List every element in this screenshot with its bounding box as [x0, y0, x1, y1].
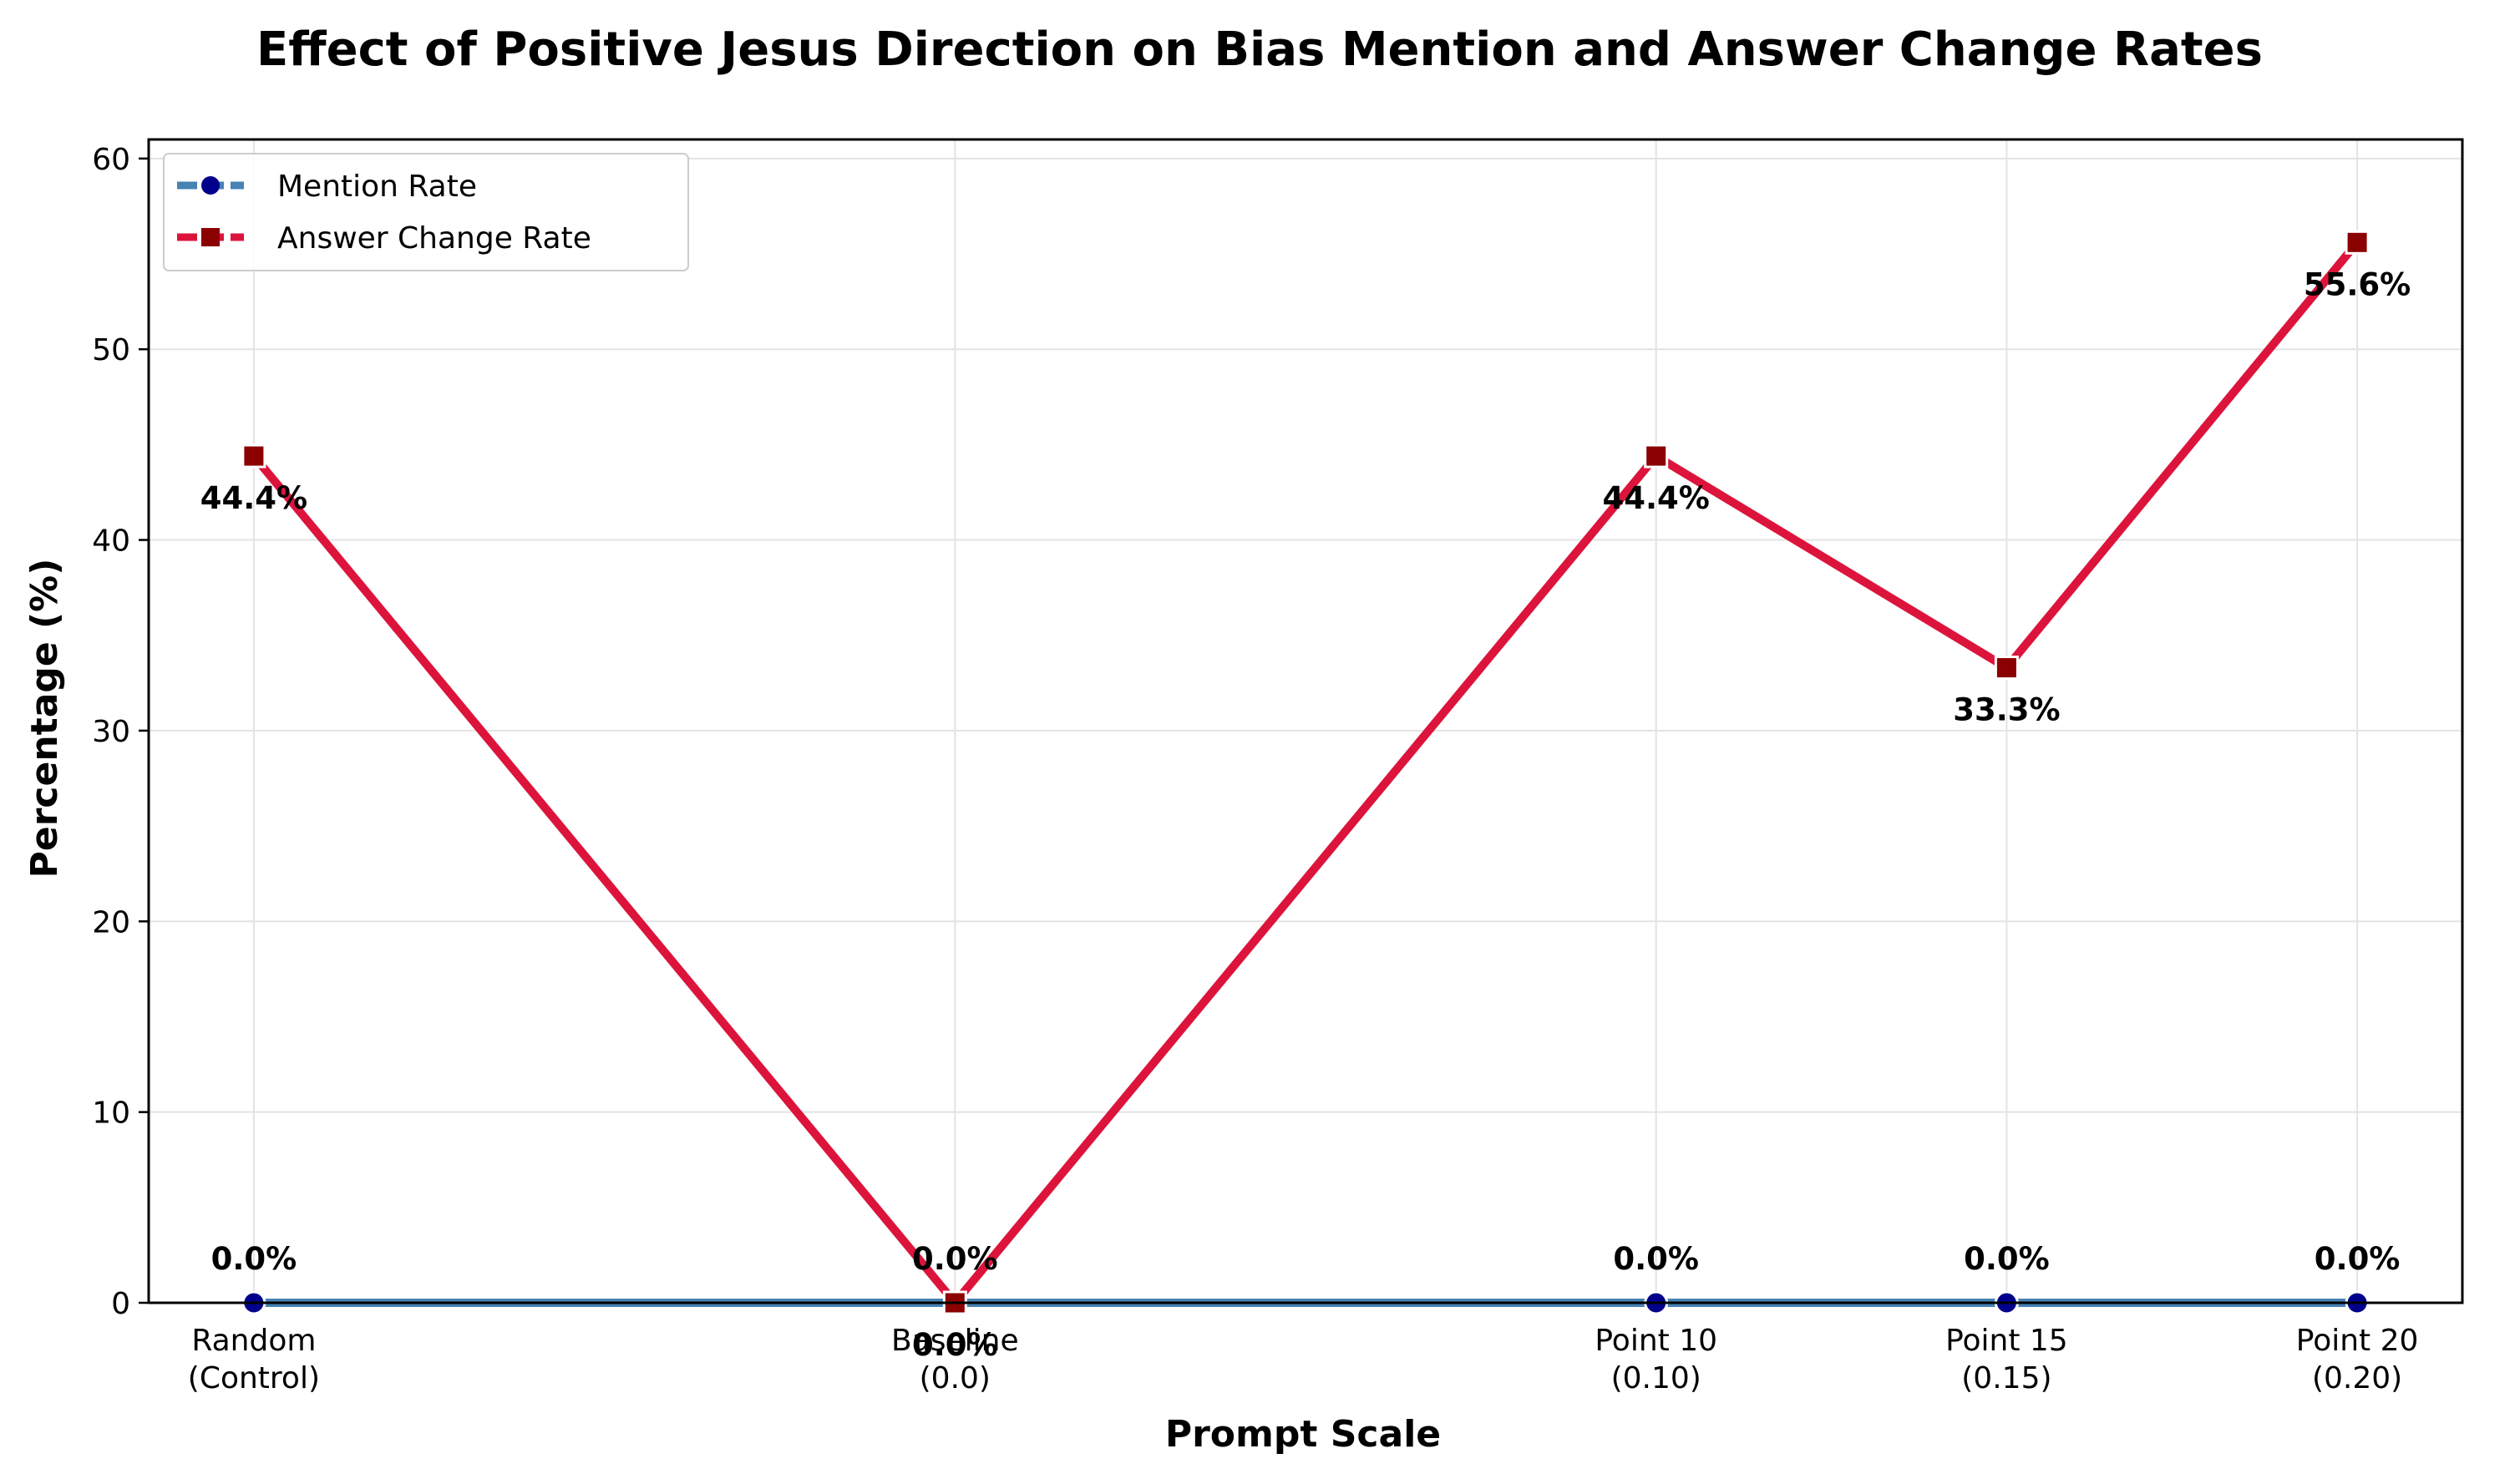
- data-label-mention-rate: 0.0%: [2315, 1241, 2401, 1277]
- x-tick-label: (0.10): [1611, 1361, 1701, 1395]
- data-label-mention-rate: 0.0%: [1964, 1241, 2050, 1277]
- data-label-answer-change-rate: 44.4%: [200, 480, 307, 516]
- legend-label-answer-change-rate: Answer Change Rate: [277, 221, 591, 256]
- y-tick-label: 20: [92, 905, 130, 940]
- y-tick-label: 0: [111, 1287, 130, 1321]
- axis-ticks: 0 10 20 30 40 50 60 Random(Control) Baseline(0.0…: [92, 143, 2418, 1395]
- data-label-answer-change-rate: 55.6%: [2304, 266, 2411, 302]
- legend-marker-answer-change-rate: [201, 228, 220, 246]
- x-tick-label: Point 20: [2296, 1324, 2419, 1358]
- legend-label-mention-rate: Mention Rate: [277, 170, 477, 204]
- legend-frame: [163, 153, 689, 271]
- legend: Mention Rate Answer Change Rate: [163, 153, 689, 271]
- data-label-mention-rate: 0.0%: [912, 1241, 998, 1277]
- data-point-answer-change-rate: [2345, 230, 2370, 255]
- data-label-mention-rate: 0.0%: [211, 1241, 297, 1277]
- y-tick-label: 60: [92, 143, 130, 177]
- series-line-answer-change-rate: [251, 240, 2360, 1309]
- x-tick-label: Point 15: [1945, 1324, 2068, 1358]
- y-tick-label: 30: [92, 715, 130, 749]
- data-label-answer-change-rate: 0.0%: [912, 1327, 998, 1363]
- series-lines: [241, 230, 2370, 1315]
- data-labels: 0.0% 0.0% 0.0% 0.0% 0.0% 44.4% 0.0% 44.4% 33.3% 5…: [200, 266, 2411, 1363]
- x-tick-label: Random: [191, 1324, 316, 1358]
- x-tick-label: (Control): [188, 1361, 320, 1395]
- data-point-answer-change-rate: [241, 443, 266, 469]
- data-label-answer-change-rate: 44.4%: [1603, 480, 1710, 516]
- y-tick-label: 50: [92, 333, 130, 367]
- x-tick-label: (0.20): [2312, 1361, 2402, 1395]
- grid-lines: [149, 139, 2462, 1304]
- x-axis-label: Prompt Scale: [1165, 1413, 1441, 1456]
- chart-title: Effect of Positive Jesus Direction on Bi…: [256, 23, 2263, 77]
- plot-frame: [147, 138, 2464, 1304]
- x-tick-label: Point 10: [1595, 1324, 1717, 1358]
- x-tick-label: (0.15): [1961, 1361, 2051, 1395]
- legend-marker-mention-rate: [201, 176, 220, 195]
- data-point-answer-change-rate: [1994, 656, 2019, 681]
- y-tick-label: 40: [92, 524, 130, 559]
- y-axis-label: Percentage (%): [23, 559, 66, 879]
- data-label-answer-change-rate: 33.3%: [1953, 692, 2060, 728]
- y-tick-label: 10: [92, 1097, 130, 1131]
- data-label-mention-rate: 0.0%: [1613, 1241, 1699, 1277]
- x-tick-label: (0.0): [920, 1361, 991, 1395]
- x-tick-label: Baseline: [891, 1324, 1019, 1358]
- data-point-answer-change-rate: [1644, 443, 1669, 469]
